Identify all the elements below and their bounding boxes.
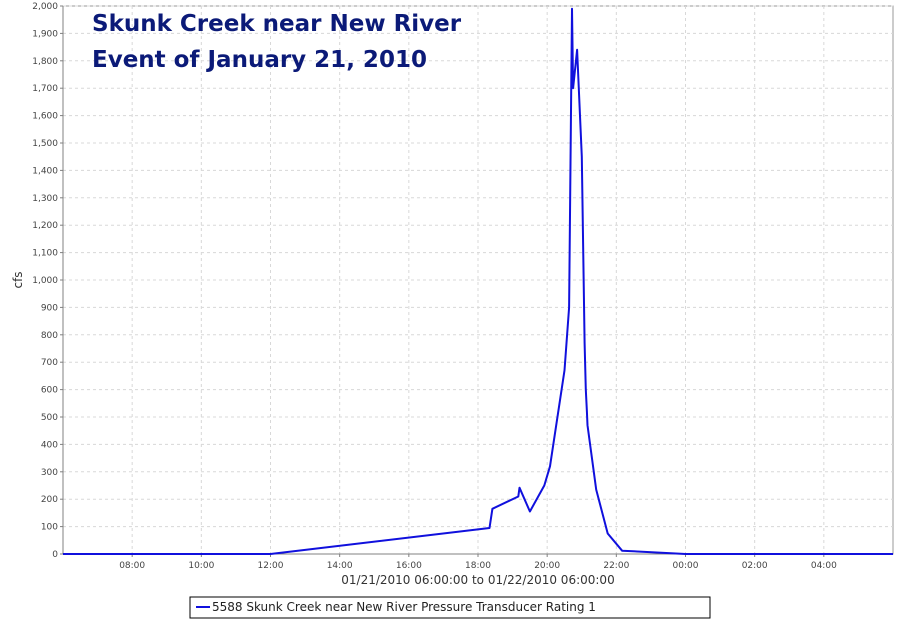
y-tick-label: 1,500 [32, 139, 58, 149]
x-tick-label: 08:00 [119, 561, 145, 571]
chart-title-line-1: Skunk Creek near New River [92, 11, 462, 37]
y-tick-label: 0 [52, 550, 58, 560]
y-tick-label: 1,000 [32, 276, 58, 286]
y-tick-label: 300 [41, 468, 58, 478]
y-tick-label: 100 [41, 523, 58, 533]
y-axis-ticks: 0 100 200 300 400 500 600 700 800 900 1,000 1,100 1,… [32, 2, 63, 560]
x-tick-label: 22:00 [603, 561, 629, 571]
y-tick-label: 700 [41, 358, 58, 368]
y-tick-label: 1,100 [32, 249, 58, 259]
y-tick-label: 200 [41, 495, 58, 505]
y-tick-label: 600 [41, 386, 58, 396]
x-tick-label: 00:00 [673, 561, 699, 571]
y-tick-label: 2,000 [32, 2, 58, 12]
y-tick-label: 1,200 [32, 221, 58, 231]
y-tick-label: 800 [41, 331, 58, 341]
legend: 5588 Skunk Creek near New River Pressure… [189, 596, 711, 619]
y-tick-label: 1,600 [32, 112, 58, 122]
chart-title-line-2: Event of January 21, 2010 [92, 47, 427, 73]
x-tick-label: 20:00 [534, 561, 560, 571]
series-line [63, 7, 893, 555]
x-tick-label: 14:00 [327, 561, 353, 571]
series-layer [63, 7, 893, 555]
x-tick-label: 12:00 [258, 561, 284, 571]
y-tick-label: 1,900 [32, 29, 58, 39]
y-tick-label: 400 [41, 440, 58, 450]
y-tick-label: 1,700 [32, 84, 58, 94]
y-tick-label: 1,400 [32, 166, 58, 176]
y-tick-label: 900 [41, 303, 58, 313]
x-tick-label: 10:00 [188, 561, 214, 571]
x-tick-label: 18:00 [465, 561, 491, 571]
x-axis-title: 01/21/2010 06:00:00 to 01/22/2010 06:00:… [341, 573, 614, 587]
x-tick-label: 16:00 [396, 561, 422, 571]
legend-box [189, 596, 711, 619]
x-axis-ticks: 08:00 10:00 12:00 14:00 16:00 18:00 20:00 22:00… [119, 554, 837, 571]
y-tick-label: 1,300 [32, 194, 58, 204]
y-tick-label: 500 [41, 413, 58, 423]
y-tick-label: 1,800 [32, 57, 58, 67]
x-tick-label: 02:00 [742, 561, 768, 571]
x-tick-label: 04:00 [811, 561, 837, 571]
legend-series-label: 5588 Skunk Creek near New River Pressure… [212, 600, 596, 614]
y-axis-title: cfs [11, 271, 25, 288]
